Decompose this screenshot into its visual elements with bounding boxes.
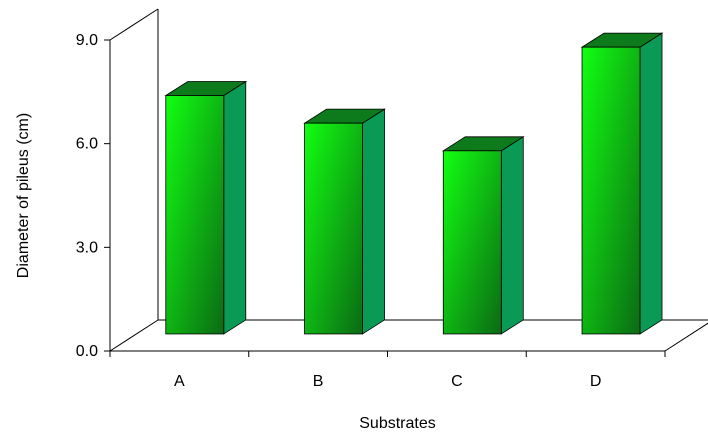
bar-side: [500, 136, 524, 335]
x-ticks-group: A B C D: [109, 351, 666, 390]
y-tick-label: 3.0: [76, 239, 98, 256]
bar-front: [581, 46, 641, 335]
x-tick-label: D: [590, 373, 602, 390]
x-axis-label: Substrates: [359, 415, 435, 432]
bar-C: [441, 136, 525, 335]
bar-B: [303, 108, 386, 335]
bar-D: [580, 32, 664, 335]
bars-group: [164, 32, 664, 335]
bar-front: [165, 95, 225, 335]
x-tick-label: A: [174, 373, 185, 390]
y-ticks-group: 0.0 3.0 6.0 9.0: [76, 32, 110, 360]
y-tick-label: 0.0: [76, 343, 98, 360]
bar-side: [639, 32, 663, 335]
floor-left-edge: [109, 319, 159, 352]
bar-side: [223, 80, 247, 335]
bar-side: [362, 108, 385, 335]
y-tick-label: 6.0: [76, 136, 98, 153]
x-tick-label: C: [451, 373, 463, 390]
floor-right-edge: [664, 322, 708, 352]
y-tick-label: 9.0: [76, 32, 98, 49]
left-wall-top-edge: [109, 8, 159, 41]
x-tick-label: B: [313, 373, 324, 390]
bar-A: [164, 80, 248, 335]
bar-front: [304, 122, 363, 335]
bar-front: [442, 150, 502, 335]
y-axis-label: Diameter of pileus (cm): [15, 113, 32, 278]
